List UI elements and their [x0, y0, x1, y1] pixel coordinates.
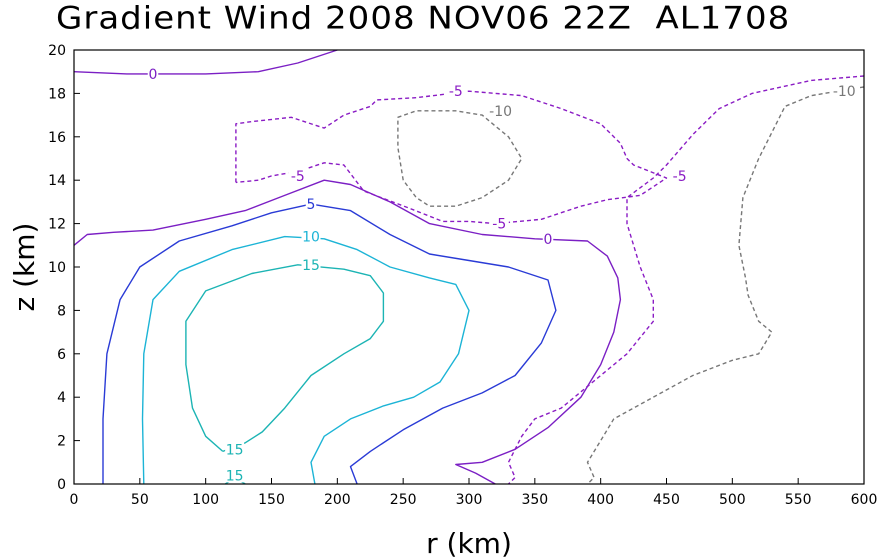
contour-label-11: -10: [489, 104, 512, 120]
x-tick-label-5: 250: [390, 492, 417, 508]
contour-label-bg-5: [225, 441, 245, 457]
contour-label-bg-2: [305, 196, 317, 212]
contour-label-2: 5: [307, 197, 316, 213]
contour-label-8: -5: [449, 84, 463, 100]
contour-label-bg-0: [147, 65, 159, 81]
contour-label-7: -5: [291, 169, 305, 185]
contour-line-15-0: [185, 264, 385, 453]
x-axis-label: r (km): [426, 527, 512, 559]
contour-label-9: -5: [492, 217, 506, 233]
x-tick-label-4: 200: [324, 492, 351, 508]
contour-label-6: 15: [226, 468, 244, 484]
contour-line-10-0: [141, 235, 470, 485]
contour-line-5-0: [102, 203, 557, 485]
contour-label-0: 0: [149, 67, 158, 83]
y-tick-label-2: 4: [57, 390, 66, 406]
contour-label-bg-3: [301, 228, 321, 244]
contour-label-4: 15: [302, 258, 320, 274]
contour-label-bg-8: [446, 83, 466, 99]
contour-label-1: 0: [544, 232, 553, 248]
x-tick-label-2: 100: [192, 492, 219, 508]
contour-label-3: 10: [302, 230, 320, 246]
contour-label-bg-6: [225, 467, 245, 483]
contour-label-bg-12: [830, 83, 858, 99]
x-tick-label-1: 50: [131, 492, 149, 508]
y-tick-label-10: 20: [48, 43, 66, 59]
contour-label-bg-11: [486, 102, 515, 118]
y-tick-label-7: 14: [48, 173, 66, 189]
contour-label-10: -5: [673, 169, 687, 185]
y-tick-label-5: 10: [48, 260, 66, 276]
x-tick-label-10: 500: [719, 492, 746, 508]
x-tick-label-7: 350: [521, 492, 548, 508]
contour-label-bg-7: [288, 167, 308, 183]
contour-line-0-1: [73, 179, 622, 485]
y-axis-ticks: 0 2 4 6 8 10 12 14 16 18 20: [48, 43, 80, 493]
contour-layer: [73, 49, 865, 485]
x-tick-label-11: 550: [785, 492, 812, 508]
y-tick-label-4: 8: [57, 303, 66, 319]
contour-line-neg10-1: [586, 86, 865, 485]
x-tick-label-9: 450: [653, 492, 680, 508]
x-axis-ticks: 0 50 100 150 200 250 300 350 400 450 500 550 600: [70, 478, 878, 508]
x-tick-label-6: 300: [456, 492, 483, 508]
x-tick-label-12: 600: [851, 492, 878, 508]
contour-label-bg-9: [489, 215, 509, 231]
contour-line-0-0: [73, 49, 338, 75]
contour-label-bg-10: [670, 167, 690, 183]
y-tick-label-9: 18: [48, 86, 66, 102]
contour-line-neg5-0: [235, 90, 668, 225]
y-axis-label: z (km): [8, 223, 41, 312]
x-tick-label-0: 0: [70, 492, 79, 508]
y-tick-label-6: 12: [48, 217, 66, 233]
x-tick-label-8: 400: [587, 492, 614, 508]
y-tick-label-3: 6: [57, 347, 66, 363]
x-tick-label-3: 150: [258, 492, 285, 508]
y-tick-label-8: 16: [48, 130, 66, 146]
contour-label-layer: 0 0 5 10 15 15 15 -5 -5 -5 -5 -10 -10: [147, 65, 858, 484]
contour-line-neg5-1: [507, 75, 865, 485]
y-tick-label-1: 2: [57, 434, 66, 450]
chart-title: Gradient Wind 2008 NOV06 22Z AL1708: [56, 0, 791, 37]
contour-label-bg-4: [301, 256, 321, 272]
contour-label-bg-1: [542, 230, 554, 246]
plot-frame: [73, 49, 865, 485]
contour-line-neg10-0: [397, 110, 523, 207]
contour-label-12: -10: [833, 84, 856, 100]
y-tick-label-0: 0: [57, 477, 66, 493]
contour-label-5: 15: [226, 442, 244, 458]
